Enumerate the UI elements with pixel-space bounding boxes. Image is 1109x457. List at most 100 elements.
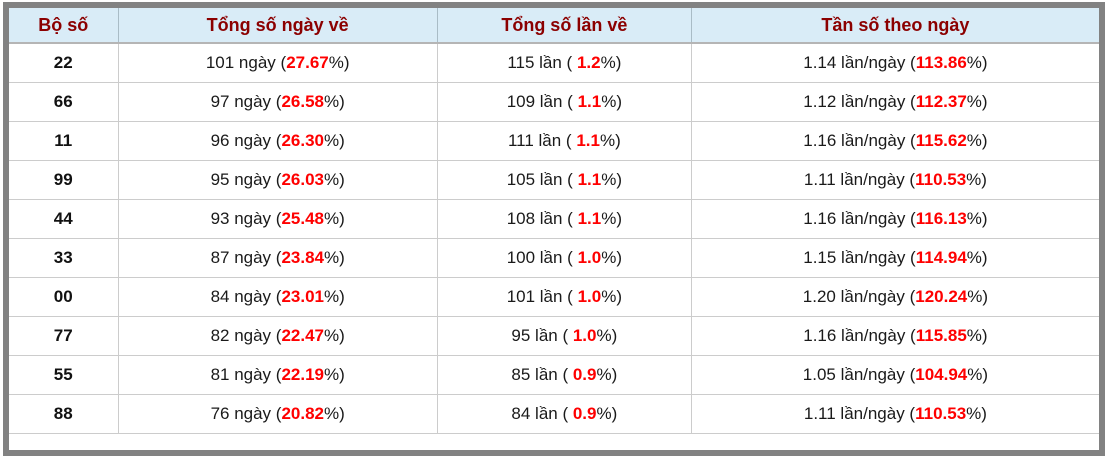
- frequency-text: 1.20 lần/ngày (: [802, 286, 916, 306]
- times-text: 115 lần (: [507, 52, 577, 72]
- days-suffix: %): [324, 208, 345, 228]
- frequency-cell: 1.16 lần/ngày (115.85%): [691, 316, 1099, 356]
- days-text: 96 ngày (: [210, 130, 282, 150]
- frequency-suffix: %): [967, 286, 989, 306]
- frequency-percent: 115.85: [915, 325, 967, 345]
- frequency-percent: 104.94: [915, 364, 968, 384]
- times-suffix: %): [596, 325, 618, 345]
- times-suffix: %): [601, 208, 622, 228]
- times-text: 95 lần (: [511, 325, 573, 345]
- table-row: 88 76 ngày (20.82%) 84 lần ( 0.9%) 1.11 …: [9, 394, 1099, 434]
- table-row: 00 84 ngày (23.01%) 101 lần ( 1.0%) 1.20…: [9, 277, 1099, 317]
- frequency-text: 1.12 lần/ngày (: [803, 91, 916, 111]
- days-text: 84 ngày (: [210, 286, 282, 306]
- times-cell: 101 lần ( 1.0%): [437, 277, 692, 317]
- table-row: 55 81 ngày (22.19%) 85 lần ( 0.9%) 1.05 …: [9, 355, 1099, 395]
- frequency-cell: 1.12 lần/ngày (112.37%): [691, 82, 1099, 122]
- frequency-suffix: %): [966, 130, 988, 150]
- col-header-pair: Bộ số: [9, 8, 119, 44]
- frequency-text: 1.11 lần/ngày (: [803, 169, 916, 189]
- days-suffix: %): [328, 52, 350, 72]
- times-suffix: %): [601, 91, 622, 111]
- frequency-percent: 115.62: [915, 130, 967, 150]
- header-row: Bộ số Tổng số ngày về Tổng số lần về Tần…: [9, 8, 1099, 44]
- frequency-suffix: %): [966, 52, 988, 72]
- times-suffix: %): [601, 286, 622, 306]
- days-percent: 26.03: [281, 169, 324, 189]
- lottery-pair-stats-table: Bộ số Tổng số ngày về Tổng số lần về Tần…: [9, 8, 1099, 434]
- frequency-cell: 1.16 lần/ngày (116.13%): [691, 199, 1099, 239]
- days-percent: 22.19: [281, 364, 324, 384]
- frequency-text: 1.14 lần/ngày (: [803, 52, 916, 72]
- frequency-cell: 1.14 lần/ngày (113.86%): [691, 43, 1099, 83]
- times-suffix: %): [596, 403, 618, 423]
- days-cell: 101 ngày (27.67%): [118, 43, 438, 83]
- pair-value: 11: [54, 130, 73, 150]
- frequency-cell: 1.11 lần/ngày (110.53%): [691, 394, 1099, 434]
- frequency-text: 1.15 lần/ngày (: [803, 247, 916, 267]
- pair-value: 00: [53, 286, 73, 306]
- times-text: 111 lần (: [507, 130, 577, 150]
- days-suffix: %): [324, 91, 345, 111]
- days-cell: 82 ngày (22.47%): [118, 316, 438, 356]
- times-text: 105 lần (: [506, 169, 578, 189]
- times-suffix: %): [599, 130, 621, 150]
- frequency-cell: 1.15 lần/ngày (114.94%): [691, 238, 1099, 278]
- frequency-cell: 1.16 lần/ngày (115.62%): [691, 121, 1099, 161]
- frequency-text: 1.16 lần/ngày (: [803, 130, 916, 150]
- times-percent: 1.1: [577, 91, 602, 111]
- frequency-suffix: %): [966, 403, 987, 423]
- pair-cell: 77: [9, 316, 119, 356]
- days-cell: 87 ngày (23.84%): [118, 238, 438, 278]
- days-text: 76 ngày (: [210, 403, 282, 423]
- days-text: 97 ngày (: [210, 91, 282, 111]
- pair-value: 88: [53, 403, 73, 423]
- frequency-text: 1.16 lần/ngày (: [803, 208, 916, 228]
- frequency-percent: 116.13: [915, 208, 967, 228]
- times-cell: 95 lần ( 1.0%): [437, 316, 692, 356]
- days-cell: 97 ngày (26.58%): [118, 82, 438, 122]
- times-suffix: %): [601, 247, 622, 267]
- days-suffix: %): [324, 247, 345, 267]
- times-percent: 1.2: [576, 52, 601, 72]
- times-cell: 108 lần ( 1.1%): [437, 199, 692, 239]
- times-text: 85 lần (: [511, 364, 573, 384]
- days-text: 87 ngày (: [210, 247, 282, 267]
- times-text: 101 lần (: [506, 286, 578, 306]
- frequency-cell: 1.05 lần/ngày (104.94%): [691, 355, 1099, 395]
- days-cell: 76 ngày (20.82%): [118, 394, 438, 434]
- days-cell: 95 ngày (26.03%): [118, 160, 438, 200]
- times-percent: 0.9: [572, 364, 597, 384]
- times-cell: 111 lần ( 1.1%): [437, 121, 692, 161]
- pair-cell: 88: [9, 394, 119, 434]
- table-row: 44 93 ngày (25.48%) 108 lần ( 1.1%) 1.16…: [9, 199, 1099, 239]
- col-header-days: Tổng số ngày về: [118, 8, 438, 44]
- frequency-text: 1.05 lần/ngày (: [802, 364, 916, 384]
- frequency-percent: 114.94: [915, 247, 967, 267]
- days-percent: 22.47: [281, 325, 324, 345]
- frequency-suffix: %): [967, 364, 989, 384]
- frequency-suffix: %): [966, 169, 987, 189]
- times-cell: 105 lần ( 1.1%): [437, 160, 692, 200]
- times-cell: 109 lần ( 1.1%): [437, 82, 692, 122]
- frequency-text: 1.16 lần/ngày (: [803, 325, 916, 345]
- frequency-cell: 1.20 lần/ngày (120.24%): [691, 277, 1099, 317]
- times-percent: 1.0: [577, 286, 602, 306]
- col-header-frequency: Tần số theo ngày: [691, 8, 1099, 44]
- table-frame: Bộ số Tổng số ngày về Tổng số lần về Tần…: [3, 2, 1105, 456]
- days-percent: 27.67: [286, 52, 329, 72]
- frequency-suffix: %): [966, 91, 988, 111]
- frequency-text: 1.11 lần/ngày (: [803, 403, 916, 423]
- pair-cell: 66: [9, 82, 119, 122]
- times-percent: 1.1: [577, 169, 602, 189]
- table-row: 33 87 ngày (23.84%) 100 lần ( 1.0%) 1.15…: [9, 238, 1099, 278]
- frequency-suffix: %): [966, 247, 988, 267]
- days-percent: 26.58: [281, 91, 324, 111]
- frequency-suffix: %): [966, 208, 988, 228]
- times-percent: 1.1: [576, 130, 600, 150]
- times-text: 109 lần (: [506, 91, 578, 111]
- times-percent: 0.9: [572, 403, 597, 423]
- times-suffix: %): [596, 364, 618, 384]
- table-body: 22 101 ngày (27.67%) 115 lần ( 1.2%) 1.1…: [9, 43, 1099, 434]
